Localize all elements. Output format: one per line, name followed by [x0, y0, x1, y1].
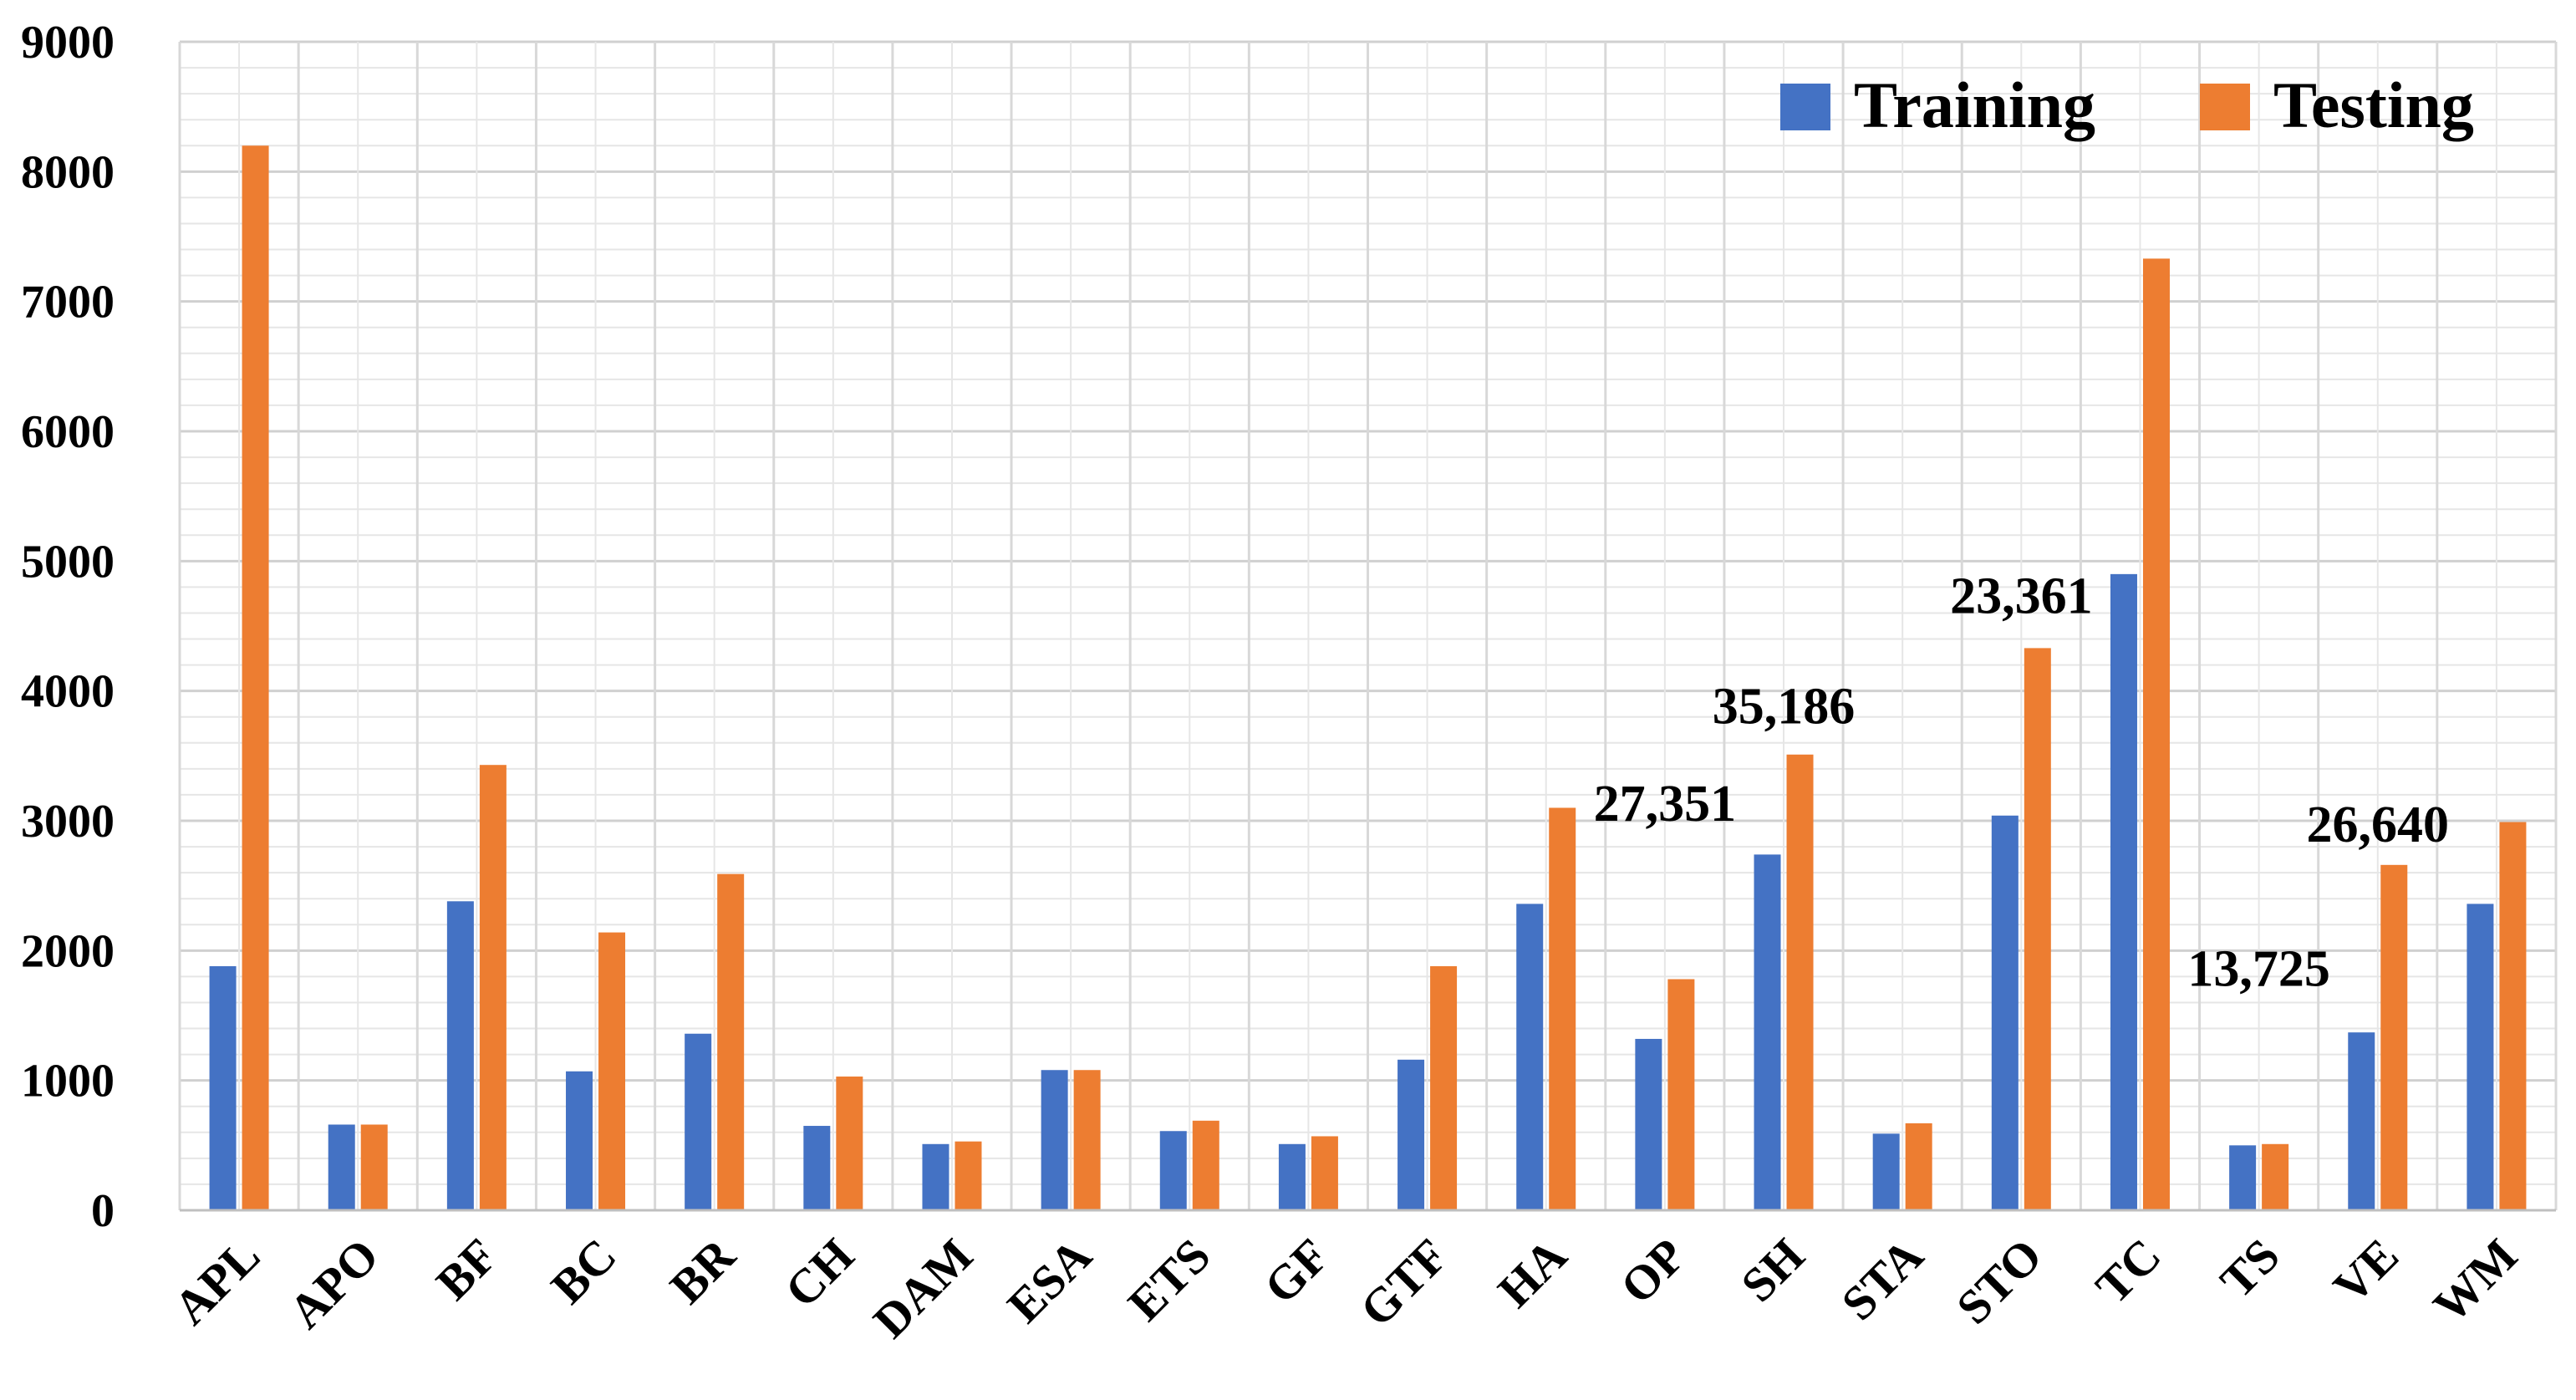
bar-testing-sh	[1786, 754, 1814, 1210]
y-tick-label: 5000	[21, 536, 115, 588]
x-tick-label-ve: VE	[2323, 1228, 2409, 1314]
bar-testing-esa	[1073, 1070, 1101, 1210]
legend-swatch-training	[1780, 84, 1830, 130]
x-tick-label-ets: ETS	[1117, 1228, 1220, 1331]
bar-training-gtf	[1397, 1059, 1425, 1210]
x-tick-label-apl: APL	[163, 1228, 270, 1335]
bar-training-apl	[209, 965, 237, 1210]
y-tick-label: 0	[91, 1185, 115, 1237]
bar-testing-wm	[2499, 822, 2527, 1210]
bar-training-dam	[922, 1143, 949, 1210]
bar-testing-ha	[1549, 807, 1576, 1210]
bar-training-sta	[1872, 1133, 1900, 1210]
y-tick-label: 1000	[21, 1056, 115, 1107]
bar-testing-ts	[2262, 1143, 2289, 1210]
x-tick-label-bc: BC	[541, 1228, 627, 1314]
x-tick-label-tc: TC	[2085, 1228, 2171, 1314]
x-tick-label-sh: SH	[1731, 1228, 1815, 1312]
bar-testing-apl	[242, 145, 269, 1211]
bar-testing-ch	[836, 1077, 863, 1210]
bar-training-bc	[566, 1071, 593, 1210]
bar-testing-dam	[955, 1141, 982, 1210]
x-tick-label-ts: TS	[2210, 1228, 2290, 1308]
bar-testing-op	[1667, 979, 1695, 1210]
bar-training-sto	[1991, 815, 2019, 1210]
x-tick-label-bf: BF	[425, 1228, 507, 1310]
legend-label-testing: Testing	[2273, 69, 2474, 141]
bar-training-gf	[1278, 1143, 1306, 1210]
bar-testing-br	[717, 873, 745, 1210]
bar-training-ch	[803, 1126, 831, 1210]
x-tick-label-apo: APO	[278, 1228, 389, 1339]
y-tick-label: 6000	[21, 406, 115, 458]
bar-training-apo	[328, 1124, 355, 1210]
bar-testing-tc	[2142, 258, 2170, 1210]
annotation-label: 13,725	[2187, 940, 2330, 997]
y-tick-label: 3000	[21, 796, 115, 848]
bar-testing-bf	[479, 765, 507, 1210]
annotation-label: 35,186	[1713, 679, 1856, 736]
x-tick-label-wm: WM	[2422, 1228, 2528, 1333]
bar-training-tc	[2110, 573, 2137, 1210]
bar-training-ts	[2229, 1145, 2257, 1210]
bar-testing-sto	[2024, 648, 2051, 1210]
bar-testing-gtf	[1430, 965, 1458, 1210]
x-tick-label-ch: CH	[775, 1228, 864, 1317]
bar-testing-gf	[1311, 1136, 1338, 1210]
bar-training-ve	[2348, 1032, 2375, 1210]
bar-testing-apo	[360, 1124, 388, 1210]
legend: Training Testing	[1780, 69, 2474, 141]
bar-testing-ets	[1192, 1120, 1219, 1210]
x-tick-label-br: BR	[659, 1227, 746, 1314]
x-tick-label-sta: STA	[1831, 1228, 1934, 1331]
y-tick-label: 9000	[21, 17, 115, 69]
bar-training-sh	[1754, 854, 1781, 1210]
y-tick-label: 4000	[21, 666, 115, 718]
x-tick-label-gf: GF	[1254, 1228, 1340, 1314]
bar-training-ha	[1516, 904, 1544, 1210]
x-tick-label-gtf: GTF	[1349, 1228, 1458, 1336]
grid	[178, 40, 2558, 1212]
x-tick-label-dam: DAM	[863, 1228, 983, 1348]
bars	[209, 145, 2527, 1211]
legend-label-training: Training	[1854, 69, 2095, 141]
bar-training-bf	[446, 901, 474, 1210]
bar-testing-bc	[598, 932, 626, 1210]
legend-swatch-testing	[2200, 84, 2250, 130]
y-tick-label: 8000	[21, 146, 115, 198]
x-tick-label-op: OP	[1610, 1228, 1696, 1314]
x-tick-label-ha: HA	[1487, 1228, 1577, 1318]
y-tick-label: 7000	[21, 277, 115, 328]
bar-training-wm	[2467, 904, 2494, 1210]
bar-training-op	[1635, 1038, 1662, 1210]
bar-training-br	[685, 1033, 712, 1210]
annotation-label: 26,640	[2307, 797, 2450, 853]
bar-training-esa	[1041, 1070, 1068, 1210]
annotation-label: 27,351	[1594, 776, 1737, 832]
y-tick-label: 2000	[21, 925, 115, 977]
annotation-label: 23,361	[1950, 568, 2093, 624]
x-tick-label-sto: STO	[1946, 1228, 2052, 1334]
bar-training-ets	[1159, 1131, 1187, 1210]
bar-testing-sta	[1905, 1123, 1932, 1210]
x-tick-label-esa: ESA	[997, 1228, 1102, 1333]
bar-testing-ve	[2380, 864, 2408, 1210]
